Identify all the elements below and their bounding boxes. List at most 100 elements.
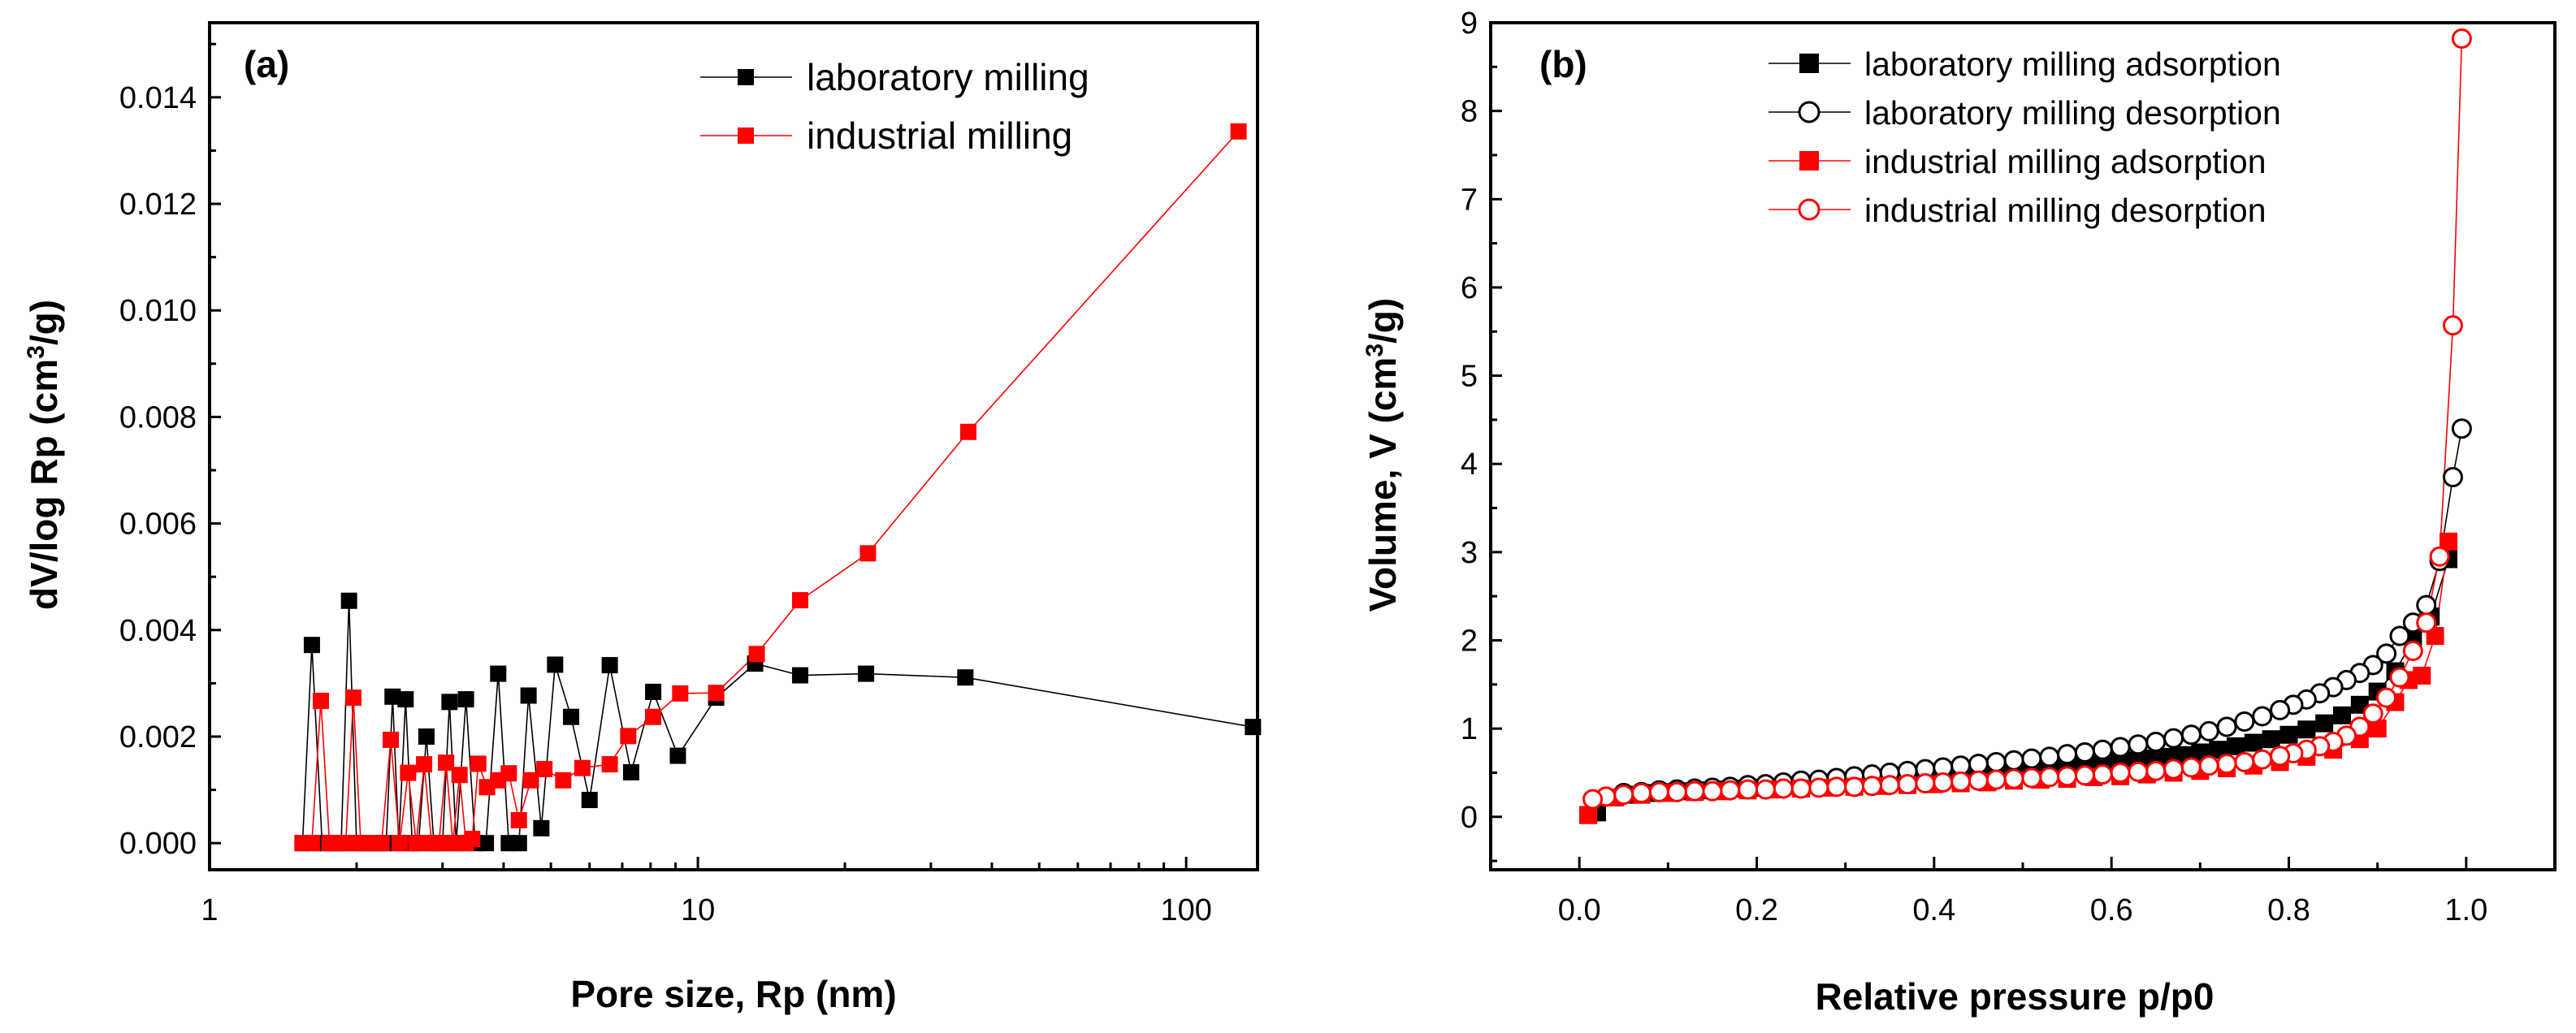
panel-b-x-tick-label: 0.0 bbox=[1558, 893, 1601, 927]
panel-a-laboratory-milling-point bbox=[418, 728, 435, 746]
panel-a-laboratory-milling-point bbox=[645, 683, 662, 700]
panel-a-laboratory-milling-point bbox=[457, 691, 474, 708]
panel-a-industrial-milling-point bbox=[510, 811, 527, 828]
panel-b-industrial-desorption-point bbox=[1950, 771, 1972, 792]
panel-b-lab-desorption-point bbox=[2039, 746, 2060, 767]
panel-a-laboratory-milling-point bbox=[563, 708, 580, 725]
panel-a-y-tick-label: 0.006 bbox=[119, 508, 197, 542]
panel-b-lab-desorption-point bbox=[2389, 625, 2410, 646]
panel-a-industrial-milling-point bbox=[391, 835, 408, 852]
panel-a-laboratory-milling-point bbox=[792, 667, 809, 684]
panel-a-industrial-milling-point bbox=[470, 755, 487, 772]
panel-a-industrial-milling-point bbox=[536, 761, 553, 778]
panel-b-lab-desorption-point bbox=[2163, 728, 2184, 749]
panel-b-industrial-desorption-point bbox=[2003, 768, 2024, 789]
panel-b-lab-desorption-point bbox=[2057, 744, 2078, 765]
panel-a-x-tick-label: 10 bbox=[681, 893, 715, 927]
panel-b-lab-desorption-point bbox=[2198, 720, 2219, 741]
panel-b-lab-desorption-point bbox=[2216, 716, 2237, 737]
panel-a-laboratory-milling-point bbox=[581, 792, 598, 809]
panel-b-industrial-desorption-point bbox=[2402, 641, 2423, 662]
panel-b-industrial-adsorption-point bbox=[2368, 720, 2387, 738]
panel-b-lab-desorption-point bbox=[2074, 742, 2095, 763]
panel-a-industrial-milling-point bbox=[574, 759, 591, 776]
panel-a-industrial-milling-line bbox=[302, 131, 1240, 845]
panel-a-x-tick-label: 100 bbox=[1160, 893, 1211, 927]
panel-a-y-title-part1: dV/log Rp (cm bbox=[23, 359, 65, 610]
panel-a-laboratory-milling-point bbox=[510, 835, 527, 852]
panel-a-industrial-milling-point bbox=[408, 835, 425, 852]
panel-b-lab-desorption-point bbox=[2234, 711, 2255, 732]
panel-a-laboratory-milling-point bbox=[441, 694, 458, 711]
panel-a-industrial-milling-point bbox=[416, 756, 433, 773]
panel-b-legend-industrial-desorption-label: industrial milling desorption bbox=[1864, 192, 2266, 229]
panel-b-industrial-desorption-point bbox=[2039, 767, 2060, 788]
panel-a-laboratory-milling-point bbox=[520, 687, 537, 704]
panel-b-industrial-desorption-point bbox=[1933, 772, 1954, 793]
panel-a-industrial-milling-point bbox=[438, 754, 455, 772]
panel-a-plot-frame bbox=[208, 21, 1259, 871]
panel-b-industrial-desorption-point bbox=[2092, 764, 2113, 785]
panel-b-industrial-desorption-point bbox=[2163, 759, 2184, 780]
panel-a-y-axis-title: dV/log Rp (cm3/g) bbox=[23, 300, 65, 610]
panel-b-y-tick-label: 5 bbox=[1461, 360, 1478, 394]
panel-b-lab-desorption-point bbox=[1985, 751, 2007, 772]
panel-b-y-tick-label: 1 bbox=[1461, 712, 1478, 746]
panel-a-laboratory-milling-point bbox=[547, 656, 564, 673]
panel-a-legend-industrial-milling-label: industrial milling bbox=[807, 115, 1072, 157]
panel-a-y-title-part2: /g) bbox=[23, 300, 65, 345]
panel-b-lab-adsorption-point bbox=[2244, 733, 2262, 752]
panel-b-y-title-part1: Volume, V (cm bbox=[1362, 357, 1404, 612]
panel-a-industrial-milling-point bbox=[708, 685, 725, 702]
panel-b-axes: 0 1 2 3 4 5 6 7 8 9 0.0 0.2 0.4 0.6 0.8 1.0 bbox=[1461, 6, 2557, 927]
panel-b-lab-desorption-point bbox=[2021, 748, 2042, 769]
panel-a-y-tick-label: 0.002 bbox=[119, 720, 197, 754]
panel-b-lab-adsorption-point bbox=[2333, 706, 2351, 724]
panel-b-lab-desorption-point bbox=[2128, 734, 2149, 755]
panel-b-x-tick-label: 0.8 bbox=[2267, 893, 2310, 927]
panel-b-legend-lab-desorption-label: laboratory milling desorption bbox=[1864, 94, 2281, 132]
panel-b-industrial-desorption-point bbox=[1985, 769, 2007, 790]
panel-a-laboratory-milling-line bbox=[301, 600, 1253, 844]
panel-a-legend-industrial-milling-marker bbox=[738, 128, 754, 144]
panel-b-y-tick-label: 3 bbox=[1461, 536, 1478, 570]
panel-a-laboratory-milling-point bbox=[669, 747, 686, 764]
panel-a-y-tick-label: 0.010 bbox=[119, 294, 197, 328]
panel-b-industrial-desorption-point bbox=[1808, 777, 1829, 798]
panel-b-lab-adsorption-point bbox=[2279, 725, 2298, 744]
panel-a-laboratory-milling-point bbox=[858, 665, 875, 682]
panel-a-axes: 0.000 0.002 0.004 0.006 0.008 0.010 0.012 0.014… bbox=[119, 42, 1212, 927]
panel-a-y-tick-label: 0.004 bbox=[119, 614, 197, 648]
panel-b-legend-lab-adsorption-label: laboratory milling adsorption bbox=[1864, 45, 2281, 83]
panel-b-legend-background bbox=[1764, 37, 2382, 231]
panel-a-industrial-milling-point bbox=[960, 423, 977, 440]
panel-a-industrial-milling-point bbox=[303, 835, 320, 852]
panel-b-legend: laboratory milling adsorption laboratory … bbox=[1764, 37, 2382, 231]
panel-a-laboratory-milling-point bbox=[303, 637, 320, 654]
panel-b-industrial-desorption-point bbox=[2252, 749, 2273, 770]
panel-a-laboratory-milling-point bbox=[622, 763, 639, 780]
panel-b-lab-desorption-point bbox=[2270, 699, 2291, 720]
panel-a-industrial-milling-point bbox=[431, 835, 448, 852]
panel-a-laboratory-milling-point bbox=[957, 669, 974, 686]
panel-b-legend-lab-adsorption-marker bbox=[1799, 54, 1819, 73]
panel-b-industrial-adsorption-point bbox=[1579, 806, 1598, 824]
panel-b-industrial-desorption-point bbox=[2451, 28, 2472, 50]
panel-a-industrial-milling-point bbox=[522, 772, 539, 789]
panel-b-industrial-desorption-point bbox=[2216, 754, 2237, 775]
panel-b-industrial-desorption-point bbox=[1666, 781, 1687, 802]
panel-a-industrial-milling-point bbox=[383, 731, 400, 748]
panel-b-industrial-desorption-point bbox=[2376, 687, 2397, 708]
panel-b-lab-desorption-point bbox=[2092, 739, 2113, 760]
panel-a-y-title-sup: 3 bbox=[23, 345, 50, 359]
panel-b-industrial-desorption-point bbox=[2442, 315, 2463, 336]
panel-b-industrial-desorption-point bbox=[2074, 765, 2095, 786]
panel-b-industrial-desorption-point bbox=[2362, 703, 2383, 724]
panel-b-lab-desorption-point bbox=[2442, 467, 2463, 488]
panel-b-lab-desorption-point bbox=[2376, 643, 2397, 664]
panel-a-industrial-milling-point bbox=[601, 756, 618, 773]
panel-a-industrial-milling-point bbox=[645, 708, 662, 725]
panel-a-laboratory-milling-point bbox=[601, 657, 618, 674]
panel-b-y-tick-label: 6 bbox=[1461, 271, 1478, 305]
panel-a-industrial-milling-point bbox=[373, 835, 390, 852]
